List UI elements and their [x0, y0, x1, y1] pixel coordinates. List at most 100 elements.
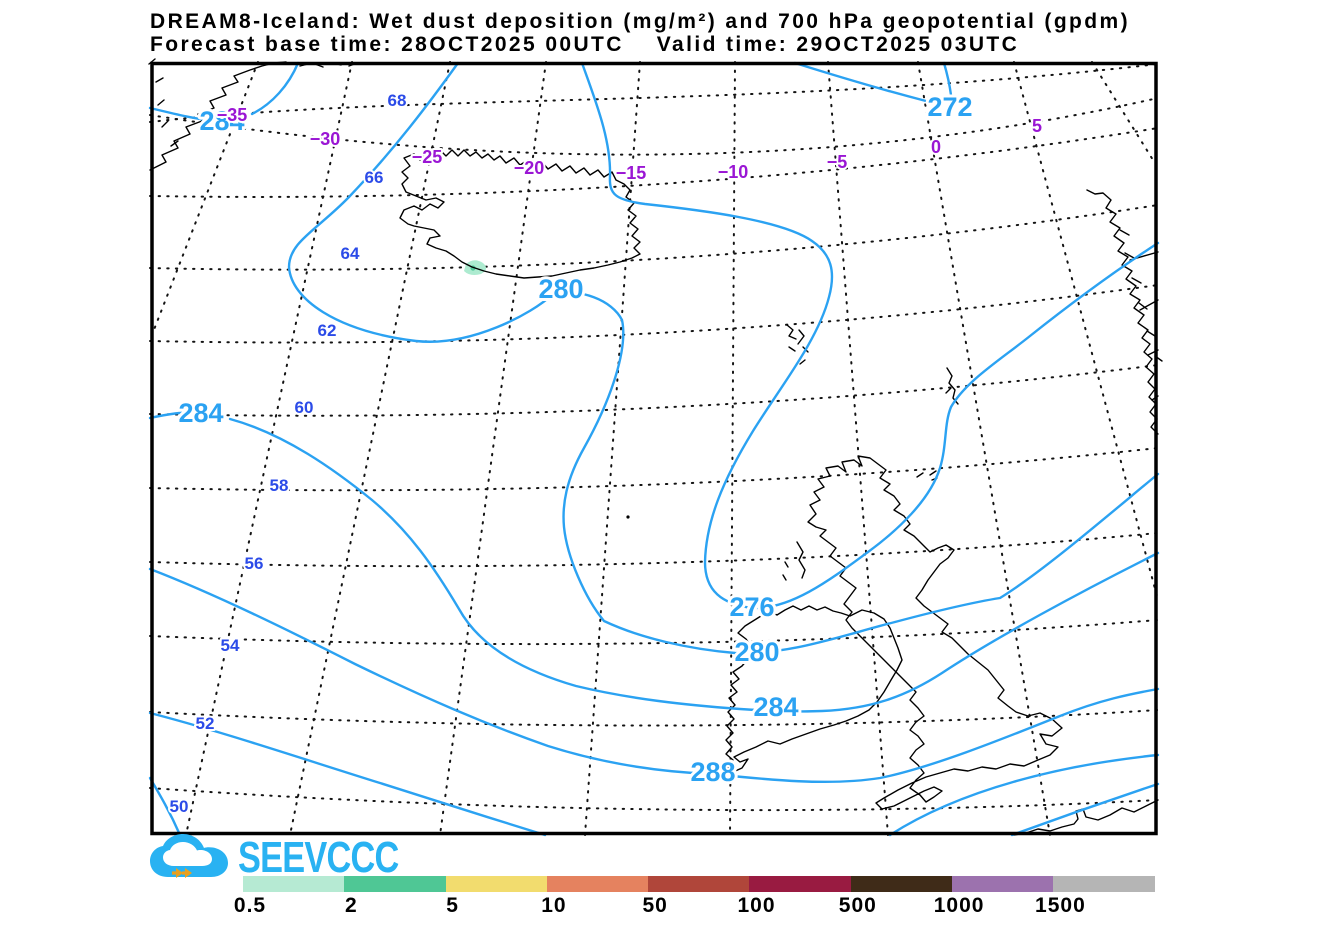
map-frame — [150, 61, 1158, 836]
colorbar-segment — [952, 876, 1054, 892]
contour-284-main — [148, 410, 1160, 713]
parallel-50 — [149, 787, 1159, 812]
colorbar-tick-labels: 0.5 2 5 10 50 100 500 1000 1500 — [234, 894, 1203, 922]
colorbar-segment — [648, 876, 750, 892]
latitude-label: 52 — [196, 714, 215, 733]
longitude-label: −35 — [217, 105, 248, 125]
meridian--5 — [827, 61, 889, 836]
colorbar-tick: 1500 — [1035, 894, 1086, 917]
latitude-label: 58 — [270, 476, 289, 495]
coast-orkney — [916, 470, 938, 481]
geopotential-contour-label: 272 — [927, 92, 972, 122]
meridian--15 — [584, 61, 641, 836]
dust-deposition-colorbar — [243, 876, 1155, 892]
geopotential-contour-label: 276 — [729, 592, 774, 622]
coast-hebrides — [782, 541, 806, 581]
contour-284-nw — [148, 61, 300, 123]
seevccc-logo-text: SEEVCCC — [238, 833, 399, 882]
longitude-label: −10 — [718, 162, 749, 182]
parallel-62 — [149, 284, 1159, 344]
colorbar-tick: 5 — [446, 894, 459, 917]
coast-norway — [1086, 189, 1159, 435]
meridian--35 — [149, 61, 259, 341]
meridian--25 — [289, 61, 451, 836]
longitude-label: −20 — [514, 158, 545, 178]
meridian-0 — [917, 61, 1051, 836]
colorbar-segment — [243, 876, 345, 892]
meridian--10 — [729, 61, 736, 836]
parallel-52 — [149, 709, 1159, 727]
contour-272-a — [793, 61, 928, 103]
latitude-label: 66 — [365, 168, 384, 187]
geopotential-contour-label: 284 — [753, 692, 798, 722]
longitude-label: −25 — [412, 147, 443, 167]
colorbar-tick: 100 — [737, 894, 776, 917]
parallel-68 — [149, 63, 1159, 123]
colorbar-segment — [445, 876, 547, 892]
coast-shetland — [945, 367, 959, 405]
colorbar-tick: 0.5 — [233, 894, 267, 917]
map-labels: 284 272 280 284 276 280 284 288 68 66 64 62 60 58 56 54… — [168, 89, 1044, 818]
meridian-10 — [1091, 61, 1159, 169]
parallel-64 — [149, 204, 1159, 271]
latitude-label: 54 — [221, 636, 240, 655]
geopotential-contour-label: 284 — [199, 106, 244, 136]
coast-iceland — [399, 149, 641, 279]
map-title-line1: DREAM8-Iceland: Wet dust deposition (mg/… — [150, 10, 1130, 33]
graticule-grid — [149, 61, 1159, 836]
islet-rockall — [626, 515, 630, 519]
meridian-5 — [1013, 61, 1159, 601]
longitude-label: 0 — [931, 137, 941, 157]
longitude-label: −5 — [827, 152, 848, 172]
meridian--20 — [439, 61, 547, 836]
coast-greenland — [149, 61, 287, 171]
coast-ireland — [725, 605, 903, 773]
meridian--30 — [185, 61, 353, 836]
geopotential-contours — [148, 61, 1160, 837]
geopotential-contour-label: 284 — [178, 398, 223, 428]
colorbar-segment — [1053, 876, 1155, 892]
latitude-label: 62 — [318, 321, 337, 340]
parallel-lonrow — [149, 97, 1159, 156]
cloud-icon — [150, 834, 228, 878]
latitude-label: 60 — [295, 398, 314, 417]
map-title-line2: Forecast base time: 28OCT2025 00UTC Vali… — [150, 33, 1020, 56]
contour-292-sw — [148, 711, 547, 837]
parallel-56 — [149, 532, 1159, 568]
latitude-label: 68 — [388, 91, 407, 110]
colorbar-segment — [546, 876, 649, 892]
latitude-label: 50 — [170, 797, 189, 816]
colorbar-tick: 1000 — [933, 894, 985, 917]
coastlines — [148, 58, 1163, 836]
colorbar-segment — [344, 876, 446, 892]
parallel-66 — [149, 127, 1159, 198]
latitude-label: 64 — [341, 244, 360, 263]
colorbar-segment — [850, 876, 953, 892]
longitude-label: 5 — [1032, 116, 1042, 136]
contour-288 — [148, 567, 1160, 784]
coast-faroe-islands — [786, 324, 809, 365]
colorbar-tick: 500 — [838, 894, 877, 917]
contour-276 — [580, 61, 1160, 610]
contour-280 — [287, 61, 1160, 655]
parallel-60 — [149, 364, 1159, 417]
contour-296-se — [1010, 782, 1160, 837]
seevccc-logo: SEEVCCC — [148, 832, 444, 884]
coast-great-britain — [807, 455, 1063, 810]
geopotential-contour-label: 280 — [538, 274, 583, 304]
geopotential-contour-label: 288 — [690, 757, 735, 787]
colorbar-tick: 2 — [344, 894, 358, 917]
colorbar-segment — [749, 876, 851, 892]
geopotential-contour-label: 280 — [734, 637, 779, 667]
coast-norway-fjords — [1119, 229, 1163, 401]
parallel-58 — [149, 447, 1159, 492]
colorbar-tick: 10 — [541, 894, 567, 917]
longitude-label: −30 — [310, 129, 341, 149]
contour-272-b — [942, 61, 953, 97]
contour-292-se — [888, 753, 1160, 837]
longitude-label: −15 — [616, 163, 647, 183]
latitude-label: 56 — [245, 554, 264, 573]
colorbar-tick: 50 — [642, 894, 668, 917]
